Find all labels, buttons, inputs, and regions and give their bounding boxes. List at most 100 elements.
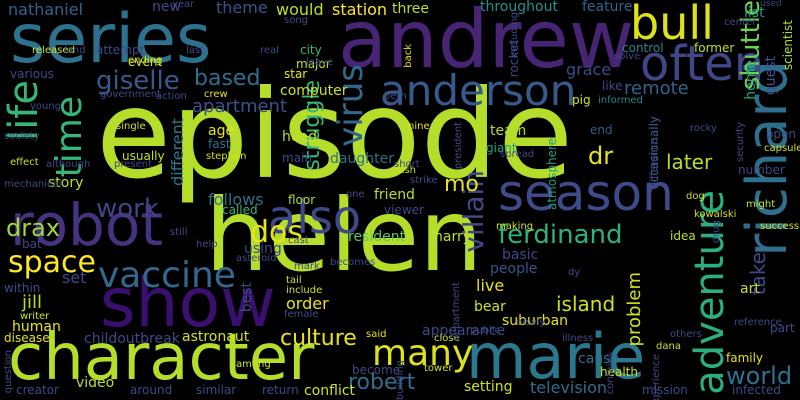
word: stephen bbox=[206, 151, 247, 162]
word: young bbox=[30, 101, 62, 112]
word: others bbox=[670, 329, 702, 340]
word: setting bbox=[464, 379, 513, 395]
word: feature bbox=[582, 0, 633, 15]
word: nine bbox=[408, 121, 430, 132]
word: number bbox=[738, 163, 785, 177]
word: vaccine bbox=[98, 255, 236, 296]
word: become bbox=[352, 363, 401, 377]
word: station bbox=[332, 0, 388, 19]
word: open bbox=[766, 127, 796, 141]
word: although bbox=[46, 159, 91, 170]
word: often bbox=[640, 36, 765, 92]
word: effect bbox=[10, 157, 39, 168]
word: rocky bbox=[690, 123, 717, 134]
word: part bbox=[770, 321, 795, 335]
word: informed bbox=[598, 95, 643, 106]
word: last bbox=[186, 45, 205, 56]
word: marie bbox=[466, 320, 646, 393]
word: illness bbox=[562, 333, 594, 344]
word: various bbox=[10, 67, 54, 81]
word: also bbox=[268, 190, 362, 244]
word: within bbox=[4, 281, 41, 295]
word: usually bbox=[122, 149, 165, 163]
word: jill bbox=[22, 292, 43, 313]
word: might bbox=[746, 199, 776, 210]
word: like bbox=[602, 79, 623, 93]
word: real bbox=[260, 45, 279, 56]
word: people bbox=[490, 261, 538, 277]
word: dana bbox=[656, 341, 681, 352]
word: order bbox=[286, 294, 329, 313]
word: capsule bbox=[764, 143, 800, 154]
word: season bbox=[498, 164, 674, 222]
word: video bbox=[76, 375, 115, 391]
word: question bbox=[3, 350, 14, 394]
word: apartment bbox=[192, 96, 288, 117]
word: health bbox=[600, 365, 638, 379]
word: song bbox=[284, 15, 309, 26]
word: grace bbox=[566, 60, 612, 79]
word: mo bbox=[444, 172, 479, 197]
word: best bbox=[239, 282, 255, 313]
word: mechanical bbox=[4, 179, 62, 190]
word: different bbox=[168, 118, 187, 186]
word: human bbox=[12, 319, 61, 335]
word: drug bbox=[711, 220, 722, 244]
word: virus bbox=[331, 64, 371, 147]
word: beth bbox=[384, 91, 407, 102]
word: include bbox=[286, 285, 323, 296]
word: conflict bbox=[304, 383, 356, 399]
word: said bbox=[366, 329, 387, 340]
word: end bbox=[590, 123, 613, 137]
word: island bbox=[556, 292, 616, 316]
word: ending bbox=[128, 55, 163, 66]
word: series bbox=[10, 0, 212, 79]
word: dos bbox=[250, 215, 304, 250]
word: contains bbox=[605, 352, 616, 395]
word: short bbox=[394, 159, 420, 170]
word: land bbox=[64, 45, 86, 56]
word: helen bbox=[205, 177, 483, 294]
word: friend bbox=[374, 187, 415, 203]
word: using bbox=[244, 241, 282, 257]
word: resident bbox=[348, 229, 406, 245]
word: set bbox=[62, 268, 87, 287]
word: tail bbox=[286, 275, 302, 286]
word: age bbox=[208, 123, 235, 139]
word: building bbox=[395, 360, 406, 400]
word: becomes bbox=[330, 257, 376, 268]
word: world bbox=[726, 362, 793, 390]
word: event bbox=[128, 55, 163, 69]
word: newly bbox=[516, 317, 546, 328]
word: city bbox=[300, 43, 322, 57]
word: dog bbox=[686, 191, 705, 202]
word: guest bbox=[763, 56, 779, 96]
word: fast bbox=[208, 137, 231, 151]
word: called bbox=[222, 203, 258, 217]
word: art bbox=[740, 281, 760, 297]
word: main bbox=[282, 151, 312, 165]
word: former bbox=[694, 41, 735, 55]
word: problem bbox=[624, 272, 645, 347]
word: nathaniel bbox=[8, 0, 84, 19]
word: space bbox=[8, 245, 97, 280]
word: robot bbox=[10, 191, 164, 259]
word: around bbox=[130, 383, 173, 397]
word: drax bbox=[6, 214, 61, 242]
word: based bbox=[194, 66, 261, 91]
word: basic bbox=[502, 247, 539, 263]
word: later bbox=[666, 150, 713, 174]
word: harry bbox=[434, 229, 472, 245]
word: leave bbox=[306, 57, 334, 68]
word: society bbox=[4, 131, 40, 142]
word: center bbox=[724, 17, 757, 28]
word: writer bbox=[20, 311, 50, 322]
word: work bbox=[96, 194, 159, 224]
word: anderson bbox=[380, 66, 577, 115]
word: adventure bbox=[687, 190, 733, 395]
word: television bbox=[530, 378, 608, 397]
word: president bbox=[453, 122, 464, 170]
word: public bbox=[470, 325, 501, 336]
word: culture bbox=[280, 326, 357, 351]
word: follows bbox=[208, 190, 264, 209]
